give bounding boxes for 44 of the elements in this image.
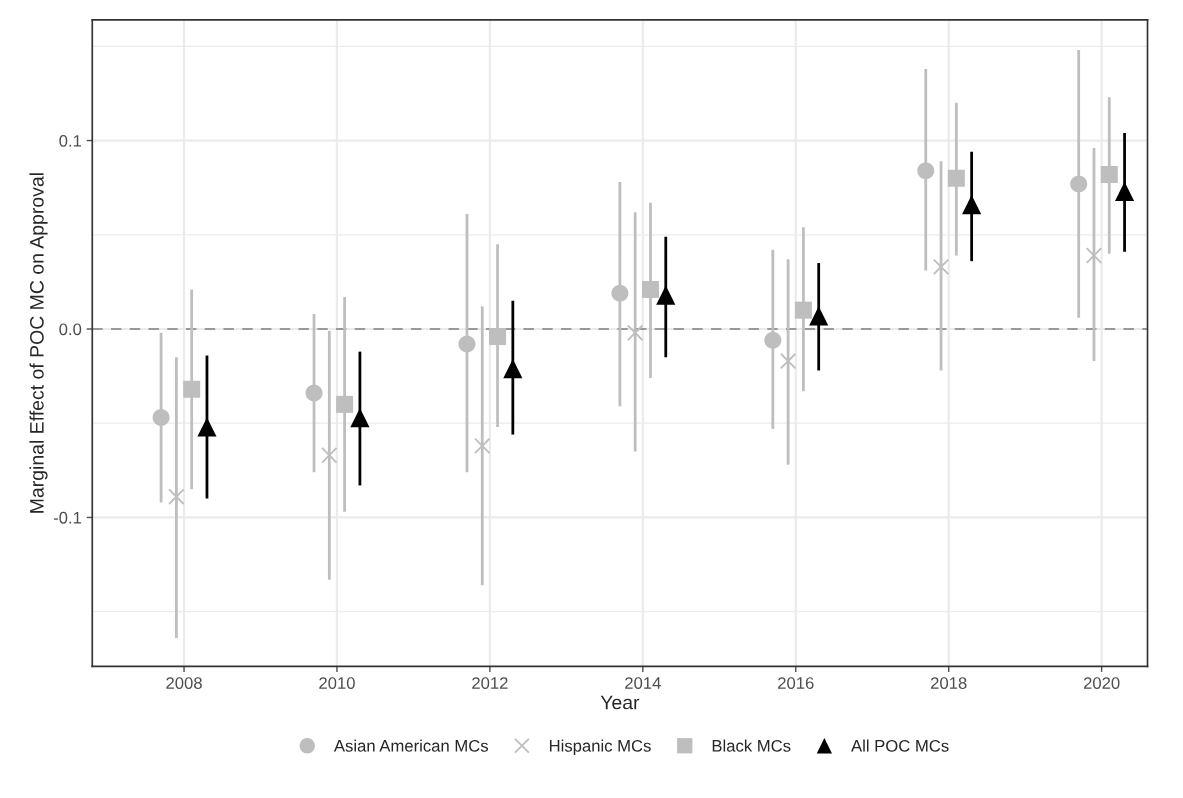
y-axis-title: Marginal Effect of POC MC on Approval bbox=[29, 173, 48, 513]
point bbox=[962, 195, 982, 215]
point bbox=[152, 409, 170, 427]
point bbox=[1070, 175, 1088, 193]
point bbox=[168, 488, 185, 505]
point bbox=[183, 380, 201, 398]
point bbox=[611, 284, 629, 302]
x-axis-title: Year bbox=[600, 695, 640, 710]
point bbox=[305, 384, 323, 402]
x-tick-label: 2014 bbox=[625, 677, 661, 689]
point bbox=[764, 331, 782, 349]
point bbox=[321, 447, 338, 464]
legend-label: Black MCs bbox=[712, 739, 791, 752]
point bbox=[917, 162, 935, 180]
point bbox=[779, 352, 797, 370]
point bbox=[794, 301, 812, 319]
point bbox=[641, 280, 659, 298]
point bbox=[947, 169, 965, 187]
point bbox=[336, 395, 354, 413]
legend-label: Hispanic MCs bbox=[549, 739, 651, 756]
y-tick-label: -0.1 bbox=[53, 511, 82, 524]
point bbox=[1100, 165, 1118, 183]
point bbox=[197, 417, 217, 437]
point bbox=[503, 359, 523, 379]
x-tick-label: 2020 bbox=[1083, 677, 1120, 689]
y-tick-label: 0.1 bbox=[59, 134, 82, 147]
x-tick-label: 2008 bbox=[166, 677, 202, 689]
point bbox=[350, 408, 370, 428]
point bbox=[626, 324, 644, 341]
point bbox=[489, 328, 507, 346]
y-tick-label: 0.0 bbox=[59, 323, 82, 336]
point bbox=[809, 306, 829, 326]
point bbox=[474, 437, 491, 455]
point bbox=[1085, 247, 1103, 264]
legend-label: Asian American MCs bbox=[333, 739, 489, 752]
point bbox=[656, 285, 676, 305]
point bbox=[458, 335, 476, 353]
x-tick-label: 2010 bbox=[319, 677, 355, 689]
x-tick-label: 2018 bbox=[931, 677, 967, 689]
x-tick-label: 2012 bbox=[472, 677, 508, 689]
x-tick-label: 2016 bbox=[778, 677, 814, 689]
legend-label: All POC MCs bbox=[851, 739, 949, 752]
point bbox=[1115, 181, 1135, 202]
point bbox=[932, 258, 950, 276]
